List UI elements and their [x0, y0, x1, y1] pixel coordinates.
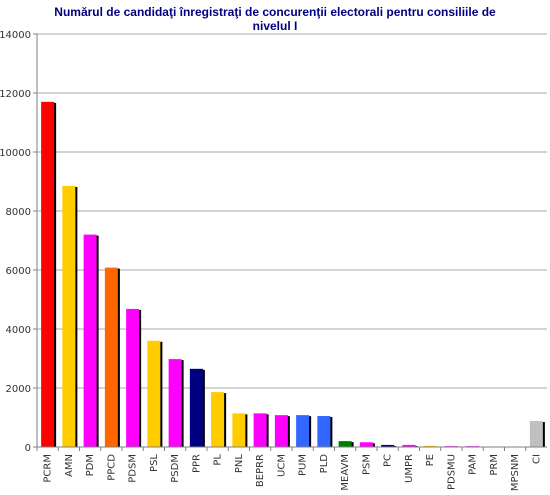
- x-tick-label: PDSMU: [446, 454, 457, 490]
- x-tick-label: CI: [531, 454, 542, 464]
- bar-pld: [317, 416, 331, 447]
- x-tick-label: AMN: [64, 454, 75, 477]
- x-tick-label: PNL: [234, 454, 245, 474]
- bar-pdsm: [126, 308, 140, 447]
- bar-pc: [381, 444, 395, 447]
- x-tick-label: PAM: [468, 454, 479, 475]
- x-tick-label: UMPR: [404, 454, 415, 483]
- bar-ucm: [274, 415, 288, 447]
- x-tick-label: PSDM: [170, 454, 181, 483]
- gridlines: [37, 33, 547, 448]
- y-tick-label: 0: [25, 443, 31, 454]
- bar-pe: [423, 445, 437, 447]
- x-tick-label: MPSNM: [510, 454, 521, 491]
- chart-title-line-2: nivelul I: [253, 19, 298, 33]
- y-tick-label: 14000: [0, 30, 31, 41]
- bar-meavm: [338, 441, 352, 447]
- x-tick-label: PSL: [149, 454, 160, 472]
- bar-beprr: [253, 413, 267, 447]
- chart-title-line-1: Numărul de candidaţi înregistraţi de con…: [54, 5, 496, 19]
- y-tick-label: 12000: [0, 89, 31, 100]
- y-axis-ticks: 0 2000 4000 6000 8000 10000 12000 14000: [0, 30, 37, 454]
- x-tick-label: BEPRR: [255, 454, 266, 487]
- y-tick-label: 2000: [6, 384, 31, 395]
- x-tick-label: PDM: [85, 454, 96, 476]
- bar-ppcd: [104, 267, 118, 447]
- y-tick-label: 6000: [6, 266, 31, 277]
- x-tick-label: PPR: [191, 454, 202, 473]
- x-tick-label: PLD: [319, 454, 330, 474]
- x-tick-label: PRM: [489, 454, 500, 476]
- x-tick-label: PE: [425, 454, 436, 466]
- x-tick-label: PSM: [361, 454, 372, 475]
- bar-pdm: [83, 234, 97, 447]
- bar-amn: [62, 185, 76, 448]
- y-tick-label: 4000: [6, 325, 31, 336]
- x-tick-label: PL: [213, 454, 224, 466]
- bar-pum: [296, 415, 310, 447]
- bar-umpr: [402, 444, 416, 447]
- x-tick-label: PCRM: [43, 454, 54, 483]
- bar-pnl: [232, 413, 246, 447]
- x-tick-label: PUM: [298, 454, 309, 476]
- bar-ci: [529, 421, 543, 447]
- bar-ppr: [189, 368, 203, 447]
- bars: [41, 101, 545, 448]
- bar-pl: [211, 392, 225, 447]
- bar-pcrm: [41, 101, 55, 447]
- x-tick-label: MEAVM: [340, 454, 351, 491]
- x-tick-label: UCM: [276, 454, 287, 477]
- bar-psdm: [168, 359, 182, 447]
- x-axis-labels: PCRM AMN PDM PPCD PDSM PSL PSDM PPR PL PNL BEPRR UC…: [36, 447, 542, 491]
- bar-psl: [147, 340, 161, 447]
- x-tick-label: PPCD: [106, 454, 117, 481]
- y-tick-label: 10000: [0, 148, 31, 159]
- x-tick-label: PC: [383, 454, 394, 467]
- y-tick-label: 8000: [6, 207, 31, 218]
- bar-psm: [359, 442, 373, 447]
- x-tick-label: PDSM: [128, 454, 139, 483]
